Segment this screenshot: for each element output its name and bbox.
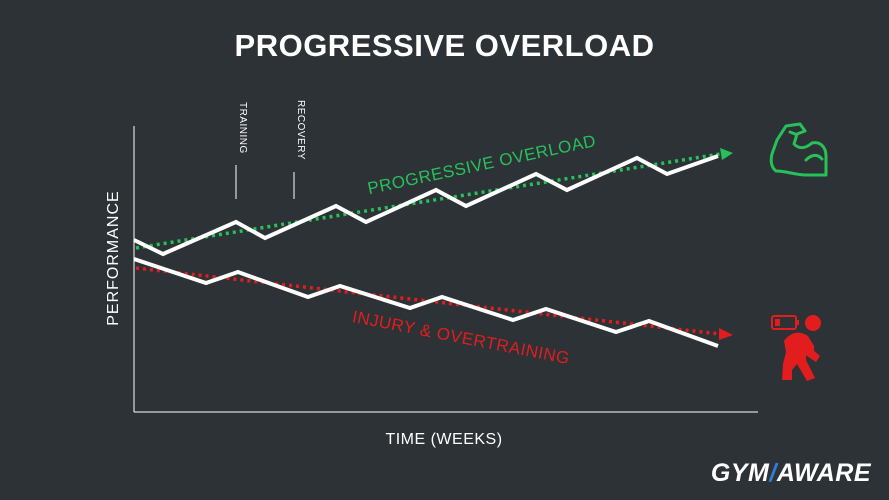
recovery-label: RECOVERY — [295, 100, 306, 160]
progressive-performance-line — [133, 154, 719, 257]
training-label: TRAINING — [237, 102, 248, 154]
battery-level — [775, 319, 780, 326]
injury-trend-label: INJURY & OVERTRAINING — [351, 307, 572, 368]
injury-trend-arrow — [719, 328, 733, 340]
person-head — [805, 315, 821, 331]
y-axis-label: PERFORMANCE — [105, 190, 122, 325]
logo-text-gym: GYM — [710, 459, 770, 487]
low-battery-tired-person-icon — [771, 315, 821, 381]
logo-text-aware: AWARE — [776, 459, 871, 487]
flexed-bicep-icon — [769, 122, 828, 177]
person-arm — [798, 340, 820, 362]
x-axis-label: TIME (WEEKS) — [385, 431, 502, 448]
overtraining-performance-line — [133, 257, 719, 348]
logo-slash: / — [769, 459, 777, 487]
battery-tip — [796, 320, 799, 325]
diagram-title: PROGRESSIVE OVERLOAD — [234, 28, 655, 63]
gymaware-logo: GYM/AWARE — [711, 459, 871, 488]
progressive-trend-arrow — [720, 148, 733, 160]
progressive-trend-line — [135, 152, 721, 250]
